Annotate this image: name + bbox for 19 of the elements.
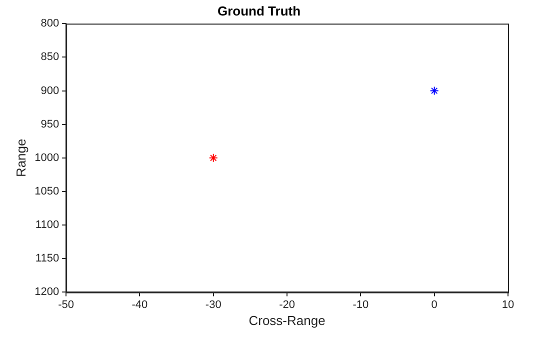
chart-title: Ground Truth bbox=[217, 3, 301, 18]
x-tick-label: -50 bbox=[58, 298, 74, 311]
x-tick-label: 0 bbox=[431, 298, 438, 311]
y-tick-label: 800 bbox=[40, 18, 60, 30]
x-tick-label: -20 bbox=[279, 298, 295, 311]
y-tick-label: 850 bbox=[40, 51, 60, 64]
y-tick-label: 1000 bbox=[34, 152, 60, 164]
x-tick-label: -10 bbox=[352, 298, 369, 311]
x-tick-label: -40 bbox=[132, 298, 148, 311]
x-tick-label: 10 bbox=[502, 298, 514, 311]
y-tick-label: 1150 bbox=[35, 252, 60, 265]
y-tick-label: 950 bbox=[40, 118, 60, 130]
y-tick-label: 900 bbox=[40, 84, 60, 97]
y-axis-title: Range bbox=[13, 138, 28, 178]
y-tick-label: 1200 bbox=[34, 286, 60, 298]
x-tick-label: -30 bbox=[205, 298, 222, 311]
y-tick-label: 1100 bbox=[35, 219, 60, 232]
y-tick-label: 1050 bbox=[34, 186, 60, 198]
x-axis-title: Cross-Range bbox=[248, 312, 326, 328]
